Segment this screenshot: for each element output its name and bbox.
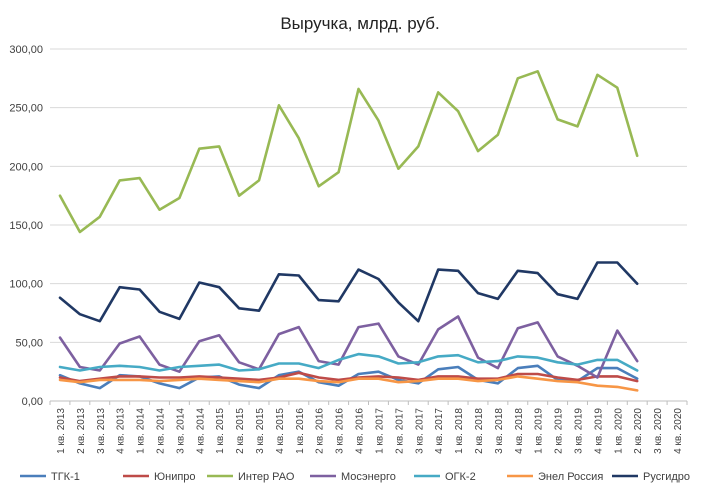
series-line-Русгидро [58,261,639,323]
x-tick-label: 1 кв. 2019 [534,408,545,454]
x-tick-label: 2 кв. 2018 [474,408,485,454]
legend-label: Мосэнерго [341,471,396,483]
x-tick-label: 2 кв. 2014 [155,408,166,454]
x-tick-label: 1 кв. 2013 [56,408,67,454]
x-tick-label: 2 кв. 2015 [235,408,246,454]
x-tick-label: 4 кв. 2015 [275,408,286,454]
x-tick-label: 2 кв. 2020 [633,408,644,454]
y-axis-ticks: 0,00 50,00 100,00 150,00 200,00 250,00 300,00 [9,44,43,408]
x-tick-label: 4 кв. 2017 [434,408,445,454]
x-tick-label: 4 кв. 2016 [355,408,366,454]
x-tick-label: 4 кв. 2018 [514,408,525,454]
x-tick-label: 1 кв. 2015 [215,408,226,454]
x-tick-label: 3 кв. 2014 [175,408,186,454]
y-tick-label: 0,00 [22,396,43,408]
x-tick-label: 1 кв. 2014 [136,408,147,454]
series-lines [58,70,639,392]
x-tick-label: 3 кв. 2020 [653,408,664,454]
x-tick-label: 3 кв. 2017 [414,408,425,454]
x-tick-label: 3 кв. 2015 [255,408,266,454]
x-tick-label: 4 кв. 2013 [116,408,127,454]
x-tick-label: 1 кв. 2018 [454,408,465,454]
x-tick-label: 4 кв. 2014 [195,408,206,454]
x-tick-label: 3 кв. 2013 [96,408,107,454]
x-tick-label: 1 кв. 2016 [295,408,306,454]
series-line-Мосэнерго [58,315,639,379]
series-line-Энел Россия [58,375,639,392]
y-tick-label: 300,00 [9,44,43,56]
legend-label: Русгидро [643,471,690,483]
x-tick-label: 2 кв. 2017 [394,408,405,454]
y-tick-label: 150,00 [9,220,43,232]
legend-label: Энел Россия [538,471,603,483]
x-tick-label: 2 кв. 2013 [76,408,87,454]
x-tick-label: 3 кв. 2018 [494,408,505,454]
legend: ТГК-1 Юнипро Интер РАО Мосэнерго ОГК-2 Энел Р… [20,471,690,483]
y-tick-label: 100,00 [9,279,43,291]
x-tick-label: 1 кв. 2020 [613,408,624,454]
x-tick-label: 1 кв. 2017 [374,408,385,454]
series-line-ОГК-2 [58,352,639,372]
x-tick-label: 2 кв. 2016 [315,408,326,454]
y-tick-label: 250,00 [9,103,43,115]
x-tick-label: 4 кв. 2020 [673,408,684,454]
x-axis-ticks: 1 кв. 2013 2 кв. 2013 3 кв. 2013 4 кв. 2013… [49,401,688,454]
x-tick-label: 3 кв. 2019 [574,408,585,454]
legend-label: ТГК-1 [51,471,80,483]
legend-label: ОГК-2 [445,471,476,483]
x-tick-label: 4 кв. 2019 [593,408,604,454]
series-line-Интер РАО [58,70,639,234]
y-tick-label: 200,00 [9,161,43,173]
legend-label: Юнипро [154,471,196,483]
gridlines [50,48,687,402]
x-tick-label: 3 кв. 2016 [335,408,346,454]
y-tick-label: 50,00 [15,337,43,349]
legend-label: Интер РАО [238,471,295,483]
x-tick-label: 2 кв. 2019 [554,408,565,454]
chart-title: Выручка, млрд. руб. [280,14,439,33]
series-line-Юнипро [58,371,639,383]
